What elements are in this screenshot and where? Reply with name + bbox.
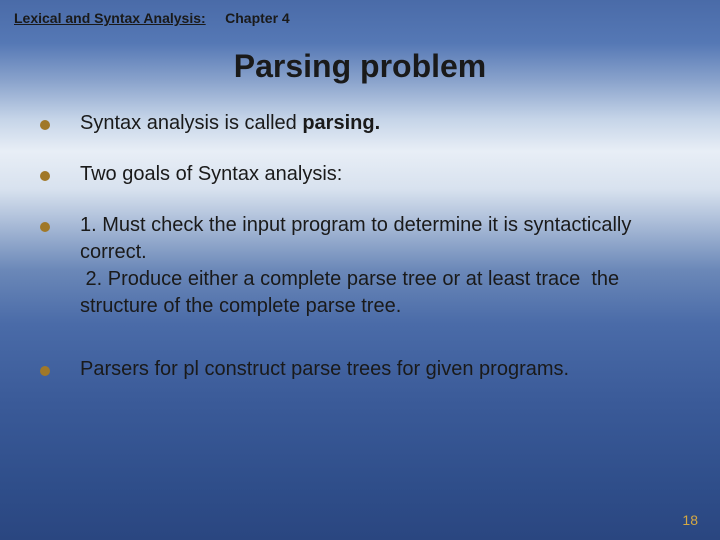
bullet-text: Two goals of Syntax analysis: bbox=[80, 161, 342, 188]
bullet-icon bbox=[40, 366, 50, 376]
content-area: Syntax analysis is called parsing. Two g… bbox=[40, 110, 690, 407]
bullet-icon bbox=[40, 171, 50, 181]
bullet-icon bbox=[40, 222, 50, 232]
header-left: Lexical and Syntax Analysis: bbox=[14, 10, 206, 26]
bullet-icon bbox=[40, 120, 50, 130]
bullet-item: Two goals of Syntax analysis: bbox=[40, 161, 690, 188]
bullet-text: 1. Must check the input program to deter… bbox=[80, 212, 690, 320]
bullet-text: Syntax analysis is called parsing. bbox=[80, 110, 380, 137]
slide-header: Lexical and Syntax Analysis: Chapter 4 bbox=[14, 10, 290, 26]
bullet-item: Parsers for pl construct parse trees for… bbox=[40, 356, 690, 383]
bullet-item: 1. Must check the input program to deter… bbox=[40, 212, 690, 320]
slide: Lexical and Syntax Analysis: Chapter 4 P… bbox=[0, 0, 720, 540]
bullet-text: Parsers for pl construct parse trees for… bbox=[80, 356, 569, 383]
header-right: Chapter 4 bbox=[225, 10, 290, 26]
slide-title: Parsing problem bbox=[0, 48, 720, 85]
page-number: 18 bbox=[682, 512, 698, 528]
bullet-item: Syntax analysis is called parsing. bbox=[40, 110, 690, 137]
